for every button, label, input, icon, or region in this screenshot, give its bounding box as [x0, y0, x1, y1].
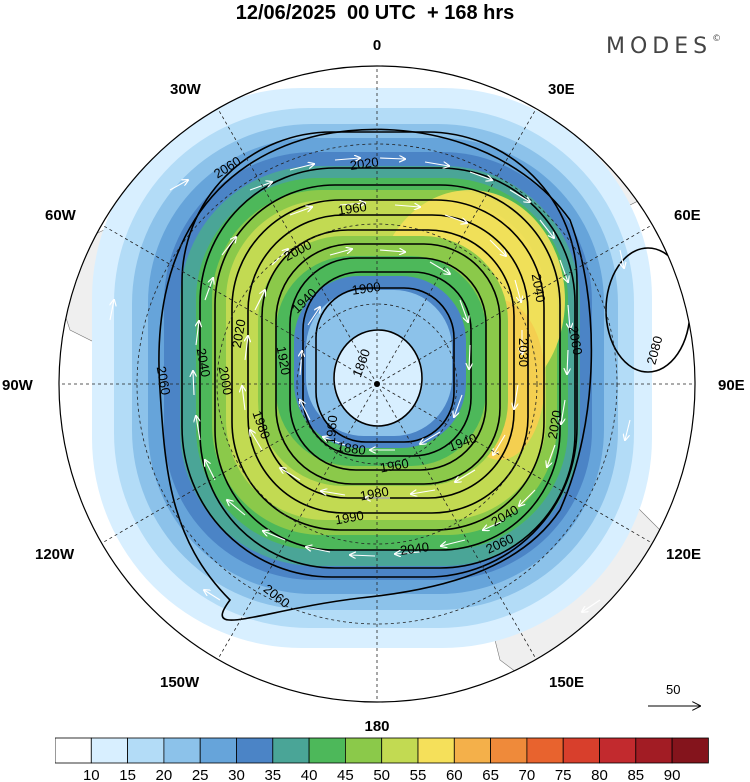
- contour-label: 1960: [337, 199, 368, 218]
- contour-label: 2030: [516, 338, 531, 367]
- colorbar-tick-label: 25: [192, 767, 209, 782]
- colorbar-box: [308, 737, 346, 764]
- longitude-labels: 0 30E 60E 90E 120E 150E 180 150W 120W 90…: [2, 37, 745, 735]
- colorbar-box: [236, 737, 274, 764]
- wind-vectors: [110, 158, 631, 612]
- colorbar-box: [55, 737, 92, 764]
- colorbar-box: [199, 737, 237, 764]
- colorbar-box: [90, 737, 128, 764]
- lon-label-60w: 60W: [45, 207, 77, 224]
- colorbar-box: [599, 737, 637, 764]
- contour-label: 2040: [399, 539, 430, 558]
- colorbar-tick-label: 45: [337, 767, 354, 782]
- map-disc: [59, 66, 695, 702]
- colorbar-labels: 10 15 20 25 30 35 40 45 50 55 60 65 70 75 80 85 90: [83, 767, 680, 782]
- colorbar-tick-label: 70: [519, 767, 536, 782]
- colorbar-tick-label: 50: [373, 767, 390, 782]
- lon-label-150w: 150W: [160, 674, 200, 691]
- contour-label: 1980: [359, 484, 390, 504]
- map-title: 12/06/2025 00 UTC + 168 hrs: [235, 2, 515, 24]
- brand-name: MODES: [606, 34, 713, 59]
- reference-vector: 50: [648, 682, 700, 706]
- colorbar-tick-label: 15: [119, 767, 136, 782]
- colorbar-tick-label: 30: [228, 767, 245, 782]
- lon-label-30e: 30E: [548, 81, 575, 98]
- modes-logo: MODES©: [606, 34, 721, 59]
- colorbar-tick-label: 65: [482, 767, 499, 782]
- map-boundary: [58, 65, 696, 703]
- colorbar-box: [526, 737, 564, 764]
- colorbar-tick-label: 35: [264, 767, 281, 782]
- colorbar: 10 15 20 25 30 35 40 45 50 55 60 65 70 75 80 85 90: [55, 737, 709, 782]
- lon-label-180: 180: [364, 718, 389, 735]
- colorbar-box: [344, 737, 383, 764]
- colorbar-tick-label: 90: [664, 767, 681, 782]
- colorbar-tick-label: 60: [446, 767, 463, 782]
- lon-label-30w: 30W: [170, 81, 202, 98]
- colorbar-box: [562, 737, 600, 764]
- colorbar-tick-label: 80: [591, 767, 608, 782]
- contour-label: 2000: [216, 365, 236, 396]
- contour-label: 1900: [351, 279, 382, 298]
- shade-inner-15: [333, 330, 423, 426]
- contour-label: 2060: [154, 365, 174, 396]
- contour-label: 1920: [274, 345, 294, 376]
- contour-label: 2040: [194, 347, 214, 378]
- lon-label-120w: 120W: [35, 546, 75, 563]
- contour-label: 2020: [229, 318, 249, 349]
- colorbar-box: [163, 737, 201, 764]
- polar-map: 2060 2020 1960 2000 1900 1940 2040 2060 …: [2, 37, 745, 735]
- colorbar-tick-label: 55: [410, 767, 427, 782]
- graticule: [59, 66, 695, 702]
- lon-label-60e: 60E: [674, 207, 701, 224]
- contour-label: 2020: [349, 154, 380, 173]
- height-contours: [158, 128, 691, 621]
- lon-label-90w: 90W: [2, 377, 34, 394]
- colorbar-box: [453, 737, 491, 764]
- colorbar-tick-label: 75: [555, 767, 572, 782]
- colorbar-tick-label: 10: [83, 767, 100, 782]
- contour-label: 1960: [323, 415, 340, 445]
- contour-label: 2080: [644, 334, 666, 366]
- lon-label-90e: 90E: [718, 377, 745, 394]
- colorbar-tick-label: 85: [627, 767, 644, 782]
- colorbar-box: [381, 737, 419, 764]
- lon-label-120e: 120E: [666, 546, 701, 563]
- reference-vector-label: 50: [666, 682, 680, 697]
- colorbar-box: [671, 737, 709, 764]
- colorbar-tick-label: 20: [156, 767, 173, 782]
- lon-label-0: 0: [373, 37, 381, 54]
- contour-label: 1960: [379, 456, 410, 476]
- lon-label-150e: 150E: [549, 674, 584, 691]
- colorbar-box: [417, 737, 455, 764]
- colorbar-box: [127, 737, 165, 764]
- colorbar-boxes: [55, 737, 709, 764]
- wind-speed-shading: [92, 88, 652, 648]
- colorbar-box: [272, 737, 310, 764]
- colorbar-tick-label: 40: [301, 767, 318, 782]
- contour-label: 1990: [334, 508, 365, 528]
- colorbar-box: [635, 737, 673, 764]
- south-pole-marker: [374, 381, 380, 387]
- contour-label: 2040: [529, 272, 549, 303]
- contour-label: 2060: [566, 325, 586, 356]
- contour-label: 2020: [545, 409, 565, 440]
- contour-label: 1880: [336, 439, 367, 458]
- colorbar-box: [490, 737, 528, 764]
- copyright-mark: ©: [712, 34, 722, 44]
